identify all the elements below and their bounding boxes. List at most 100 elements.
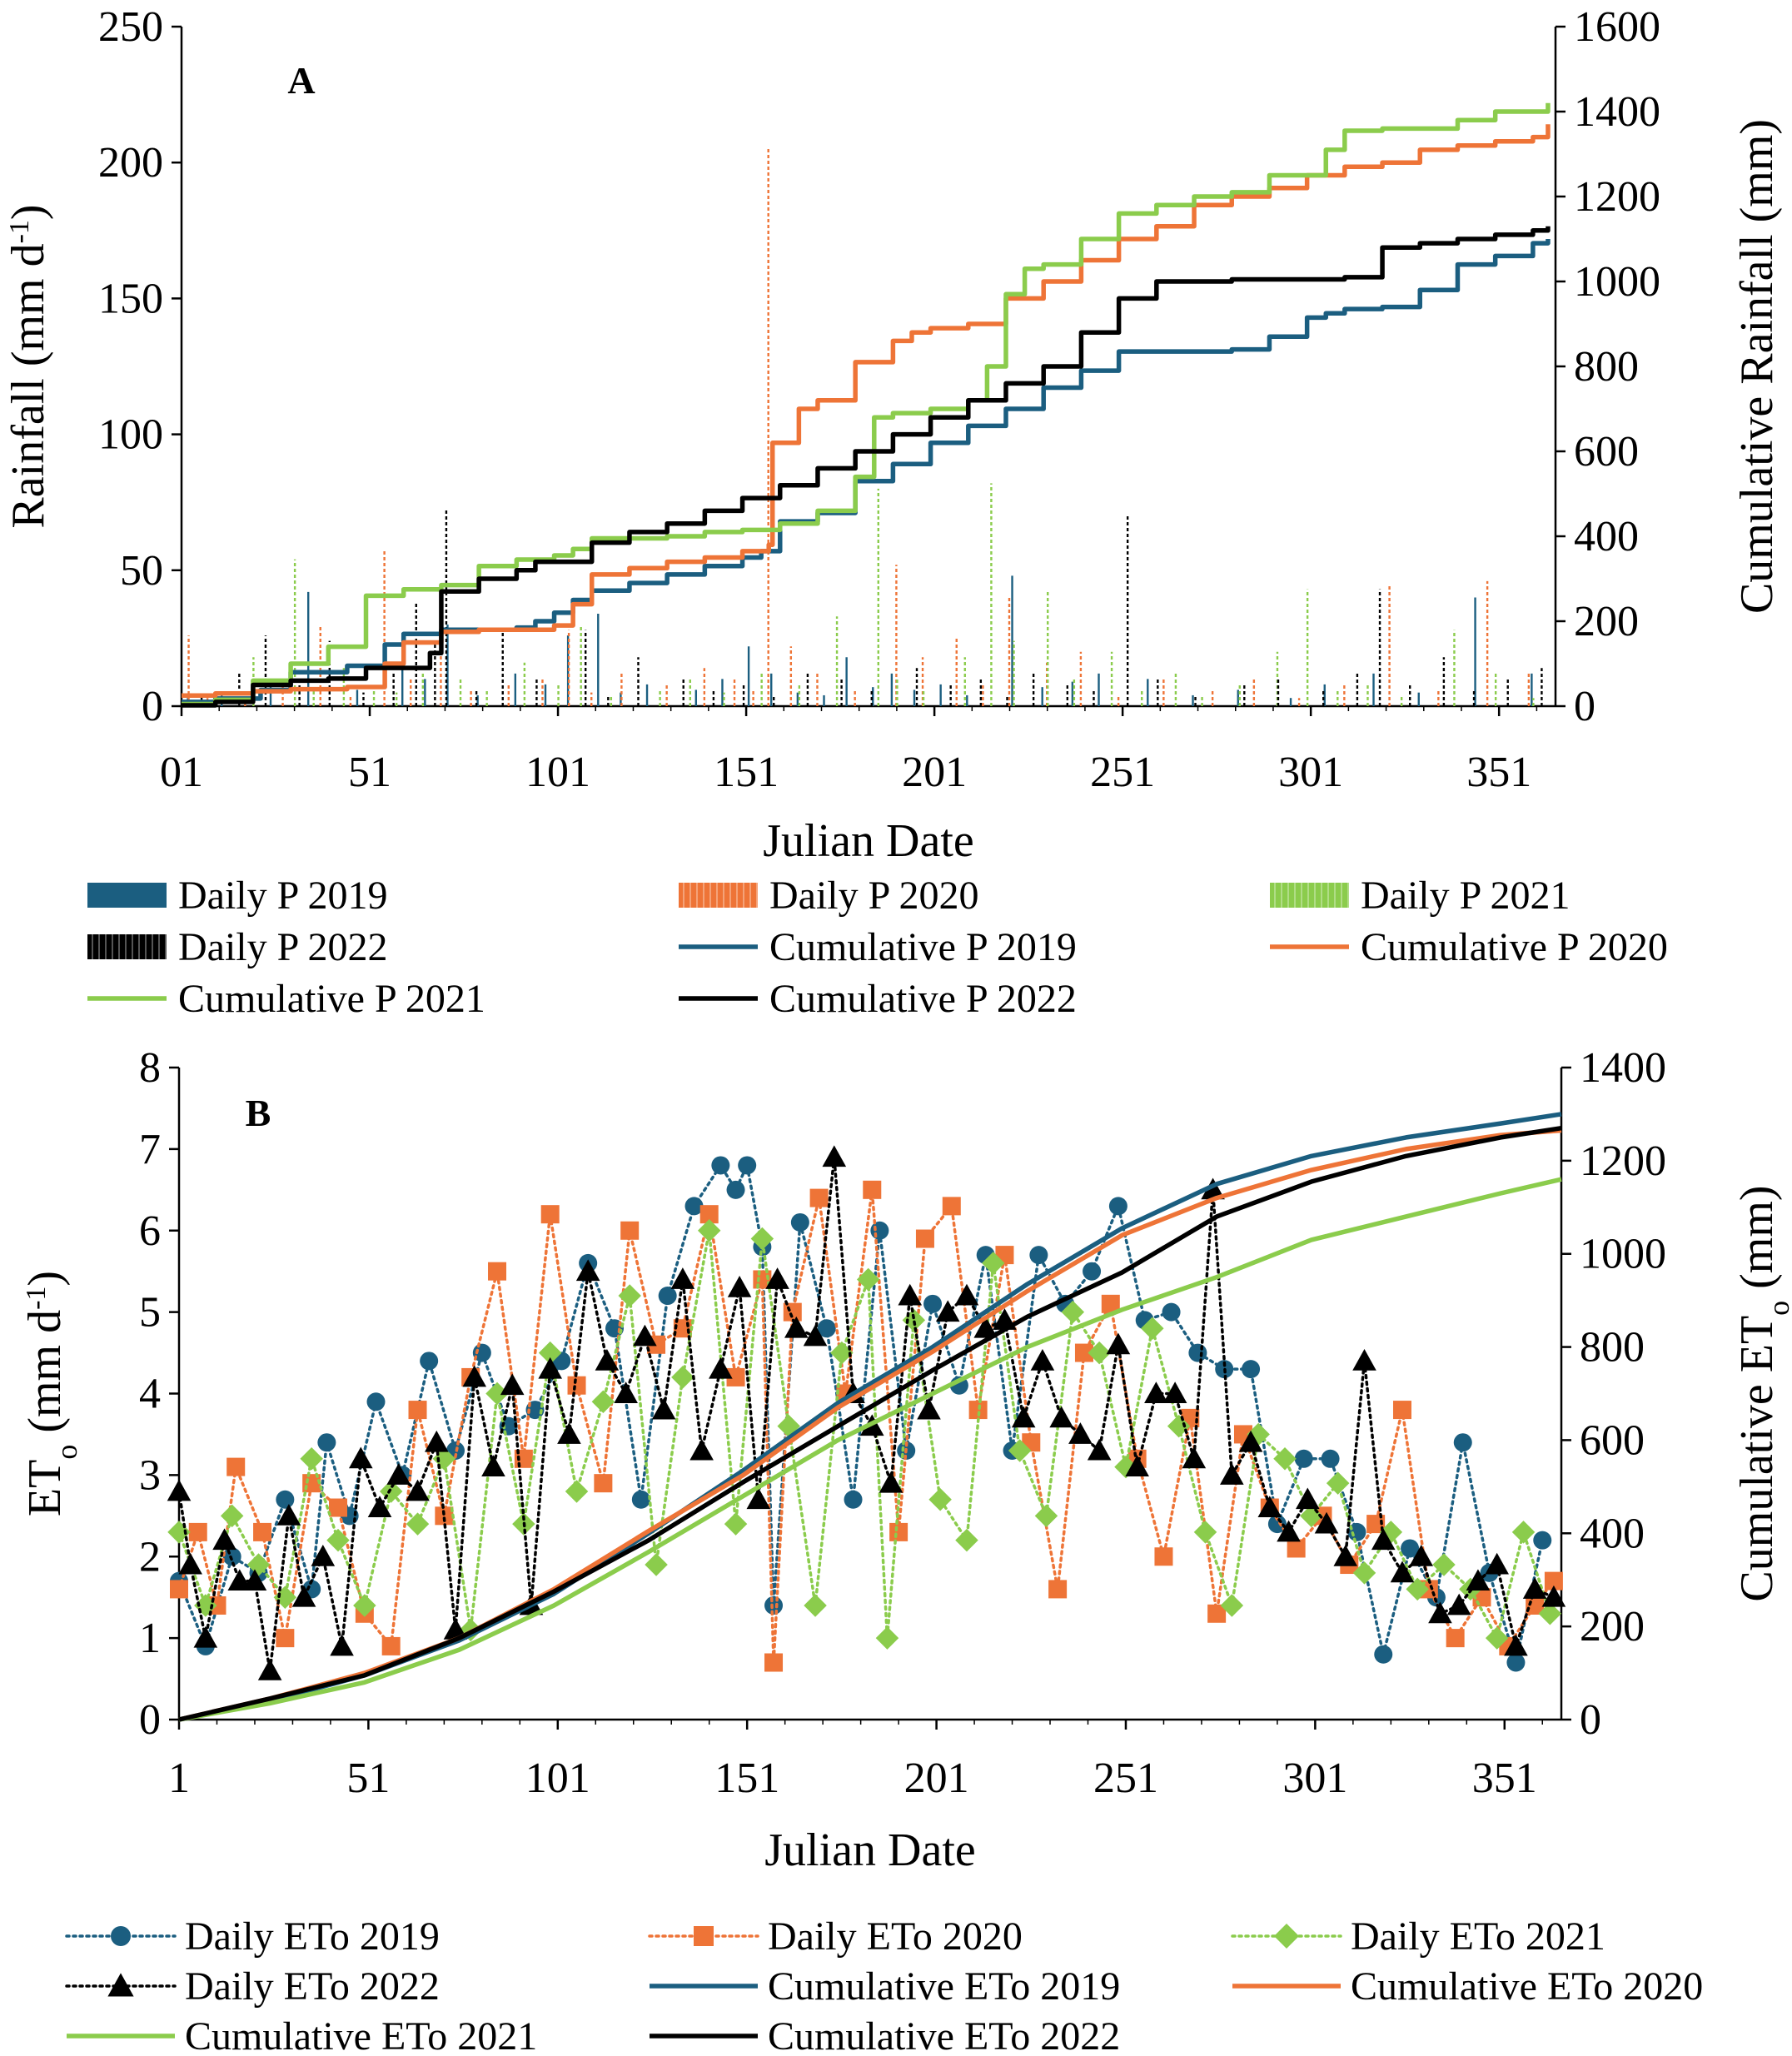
daily-eto-marker-square — [620, 1221, 640, 1240]
legend-item: Daily ETo 2019 — [65, 1914, 440, 1959]
y-tick-label: 3 — [139, 1451, 161, 1499]
x-tick-label: 351 — [1472, 1755, 1537, 1802]
x-tick-label: 1 — [168, 1755, 190, 1802]
daily-eto-marker-triangle — [406, 1479, 430, 1501]
y-tick-label: 0 — [139, 1696, 161, 1744]
daily-eto-marker-triangle — [1257, 1496, 1282, 1517]
daily-eto-marker-diamond — [697, 1219, 721, 1242]
y-tick-label: 200 — [98, 139, 163, 187]
daily-eto-marker-circle — [923, 1294, 943, 1313]
legend-item: Daily ETo 2020 — [648, 1914, 1023, 1959]
daily-eto-marker-circle — [1188, 1343, 1207, 1362]
cumulative-eto-line-2021 — [178, 1177, 1562, 1722]
daily-eto-marker-triangle — [443, 1618, 468, 1640]
daily-eto-marker-triangle — [1220, 1463, 1244, 1485]
legend-label: Cumulative ETo 2019 — [768, 1964, 1120, 2009]
legend-item: Daily P 2021 — [1270, 874, 1570, 918]
x-tick-label: 151 — [714, 749, 779, 796]
y-axis-title-sub: o — [50, 1445, 83, 1460]
daily-eto-marker-triangle — [1182, 1446, 1207, 1469]
y2-tick-label: 600 — [1580, 1416, 1645, 1464]
daily-eto-marker-diamond — [1061, 1300, 1085, 1324]
legend-item: Daily ETo 2022 — [65, 1964, 440, 2009]
daily-eto-marker-triangle — [1087, 1438, 1112, 1461]
daily-eto-marker-diamond — [1273, 1447, 1297, 1471]
y-axis-title-base: ET — [19, 1460, 71, 1516]
daily-eto-marker-square — [329, 1498, 348, 1517]
daily-eto-marker-diamond — [1352, 1561, 1376, 1585]
x-tick-label: 351 — [1466, 749, 1531, 796]
daily-eto-marker-square — [567, 1376, 586, 1395]
daily-eto-marker-triangle — [1106, 1332, 1131, 1355]
legend-label: Daily P 2021 — [1361, 874, 1570, 918]
daily-eto-marker-diamond — [1511, 1521, 1536, 1544]
daily-eto-marker-square — [594, 1474, 613, 1493]
x-axis-title: Julian Date — [764, 1825, 975, 1876]
daily-eto-marker-diamond — [955, 1528, 978, 1552]
daily-eto-marker-diamond — [353, 1594, 376, 1617]
daily-eto-marker-triangle — [481, 1455, 505, 1477]
daily-eto-marker-triangle — [898, 1283, 923, 1306]
x-tick-label: 251 — [1093, 1755, 1158, 1802]
legend-swatch-marker — [107, 1973, 134, 1997]
legend-item: Cumulative P 2021 — [87, 977, 485, 1021]
legend-label: Daily P 2019 — [178, 874, 388, 918]
daily-eto-marker-square — [1366, 1515, 1386, 1534]
daily-eto-marker-triangle — [633, 1324, 657, 1347]
daily-eto-marker-square — [381, 1636, 401, 1655]
daily-eto-marker-triangle — [167, 1479, 192, 1501]
daily-eto-marker-triangle — [242, 1569, 267, 1591]
y2-tick-label: 400 — [1580, 1510, 1645, 1557]
daily-eto-marker-triangle — [973, 1316, 998, 1338]
daily-eto-marker-triangle — [765, 1267, 789, 1289]
x-tick-label: 301 — [1278, 749, 1343, 796]
daily-eto-marker-circle — [1533, 1531, 1552, 1550]
daily-eto-marker-triangle — [212, 1528, 236, 1551]
daily-eto-marker-triangle — [1162, 1381, 1187, 1403]
daily-eto-marker-circle — [790, 1212, 809, 1232]
daily-eto-marker-triangle — [1522, 1577, 1547, 1599]
legend: Daily ETo 2019 Daily ETo 2020 Daily ETo 20… — [65, 1914, 1703, 2056]
daily-eto-marker-triangle — [651, 1397, 676, 1420]
legend-swatch-marker — [111, 1926, 131, 1946]
y-axis-title-end: ) — [19, 1271, 71, 1287]
y-tick-label: 150 — [98, 275, 163, 322]
y2-axis-title: Cumulative Rainfall (mm) — [1731, 119, 1783, 614]
daily-eto-marker-diamond — [830, 1341, 854, 1365]
x-tick-label: 101 — [525, 749, 590, 796]
daily-eto-marker-circle — [844, 1490, 863, 1509]
daily-eto-marker-diamond — [1432, 1553, 1456, 1576]
x-tick-label: 01 — [160, 749, 203, 796]
legend-label: Daily P 2022 — [178, 925, 388, 969]
daily-eto-marker-triangle — [575, 1259, 600, 1282]
legend-label: Cumulative P 2022 — [769, 977, 1077, 1021]
panel-letter: A — [287, 59, 315, 102]
y-axis-title-rest: (mm d — [19, 1310, 71, 1445]
daily-eto-marker-square — [1048, 1580, 1068, 1599]
y2-tick-label: 1200 — [1580, 1138, 1666, 1185]
daily-eto-marker-triangle — [311, 1544, 336, 1566]
daily-eto-marker-square — [1101, 1294, 1120, 1313]
daily-eto-marker-diamond — [565, 1480, 589, 1503]
daily-eto-marker-triangle — [670, 1267, 695, 1289]
daily-eto-marker-diamond — [1326, 1471, 1350, 1495]
daily-eto-marker-diamond — [1008, 1439, 1032, 1462]
legend: Daily P 2019 Daily P 2020 Daily P 2021 Dail… — [87, 874, 1668, 1021]
daily-eto-marker-diamond — [724, 1512, 748, 1536]
daily-eto-marker-square — [226, 1457, 246, 1476]
daily-eto-marker-circle — [1108, 1197, 1127, 1216]
daily-eto-marker-triangle — [500, 1373, 525, 1396]
y2-tick-label: 1000 — [1574, 258, 1660, 306]
daily-eto-marker-triangle — [935, 1300, 960, 1322]
daily-eto-marker-square — [863, 1180, 882, 1199]
legend-label: Daily ETo 2021 — [1351, 1914, 1605, 1959]
daily-eto-marker-triangle — [1125, 1455, 1149, 1477]
legend-label: Daily P 2020 — [769, 874, 979, 918]
cumulative-line-2019 — [182, 239, 1551, 704]
daily-eto-marker-triangle — [709, 1357, 733, 1379]
daily-eto-marker-circle — [276, 1490, 295, 1509]
daily-eto-marker-triangle — [227, 1569, 252, 1591]
daily-eto-marker-square — [699, 1205, 719, 1224]
